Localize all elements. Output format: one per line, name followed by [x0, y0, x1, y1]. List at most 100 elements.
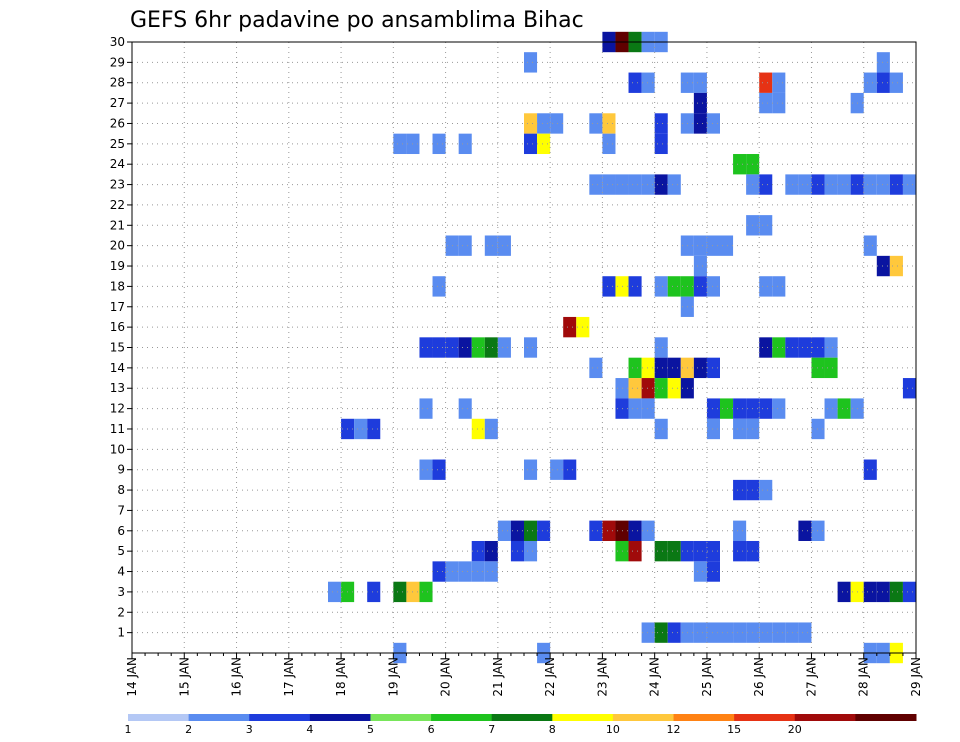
- heatmap-cell: [706, 113, 720, 134]
- heatmap-cell: [628, 72, 642, 93]
- heatmap-cell: [537, 113, 551, 134]
- heatmap-cell: [824, 337, 838, 358]
- heatmap-cell: [759, 215, 773, 236]
- heatmap-cell: [759, 398, 773, 419]
- heatmap-cell: [733, 540, 747, 562]
- y-tick-label: 11: [110, 422, 125, 436]
- x-tick-label: 16 JAN: [230, 657, 244, 697]
- y-tick-label: 13: [110, 381, 125, 395]
- heatmap-cell: [654, 418, 668, 440]
- heatmap-cell: [497, 235, 511, 256]
- heatmap-cell: [641, 357, 655, 379]
- heatmap-cell: [759, 276, 773, 297]
- legend-label: 10: [606, 723, 620, 736]
- legend-color-swatch: [249, 714, 311, 721]
- heatmap-cell: [772, 92, 786, 114]
- heatmap-cell: [824, 357, 838, 379]
- heatmap-cell: [484, 418, 498, 440]
- heatmap-cell: [706, 622, 720, 643]
- heatmap-cell: [693, 276, 707, 297]
- heatmap-cell: [889, 255, 903, 277]
- heatmap-cell: [524, 337, 538, 358]
- legend-color-swatch: [491, 714, 553, 721]
- legend-label: 20: [788, 723, 802, 736]
- heatmap-cell: [524, 540, 538, 562]
- y-tick-label: 30: [110, 35, 125, 49]
- heatmap-cell: [811, 337, 825, 358]
- legend-label: 6: [428, 723, 435, 736]
- x-tick-label: 23 JAN: [595, 657, 609, 697]
- legend-color-swatch: [855, 714, 917, 721]
- heatmap-cell: [811, 357, 825, 379]
- y-tick-label: 21: [110, 218, 125, 232]
- heatmap-cell: [706, 540, 720, 562]
- x-tick-label: 21 JAN: [491, 657, 505, 697]
- color-legend: 1 2 3 4 5 6 7 8 10 12 15 20: [125, 714, 917, 736]
- heatmap-cell: [824, 174, 838, 195]
- heatmap-cell: [641, 520, 655, 541]
- heatmap-cell: [876, 581, 890, 603]
- x-tick-label: 29 JAN: [909, 657, 923, 697]
- chart-title: GEFS 6hr padavine po ansamblima Bihac: [130, 8, 584, 33]
- heatmap-cell: [458, 398, 472, 419]
- heatmap-cell: [706, 418, 720, 440]
- y-tick-label: 6: [117, 524, 125, 538]
- heatmap-cell: [863, 235, 877, 256]
- heatmap-cell: [602, 174, 616, 195]
- heatmap-cell: [367, 418, 381, 440]
- heatmap-cell: [772, 622, 786, 643]
- heatmap-cell: [589, 357, 603, 379]
- legend-color-swatch: [128, 714, 190, 721]
- heatmap-cell: [863, 174, 877, 195]
- y-tick-label: 12: [110, 402, 125, 416]
- heatmap-cell: [524, 459, 538, 480]
- heatmap-cell: [458, 337, 472, 358]
- heatmap-cell: [419, 337, 433, 358]
- heatmap-cell: [641, 72, 655, 93]
- y-axis: 1234567891011121314151617181920212223242…: [110, 35, 132, 640]
- heatmap-cell: [563, 316, 577, 338]
- y-tick-label: 17: [110, 300, 125, 314]
- heatmap-cell: [902, 581, 916, 603]
- heatmap-cell: [720, 398, 734, 419]
- heatmap-cell: [628, 357, 642, 379]
- heatmap-cell: [876, 72, 890, 93]
- heatmap-cell: [706, 235, 720, 256]
- heatmap-cell: [876, 52, 890, 73]
- heatmap-cell: [798, 520, 812, 541]
- legend-color-swatch: [552, 714, 614, 721]
- grid-lines: [132, 41, 917, 653]
- legend-label: 8: [549, 723, 556, 736]
- heatmap-cell: [484, 337, 498, 358]
- heatmap-cell: [537, 133, 551, 155]
- heatmap-cell: [497, 520, 511, 541]
- x-tick-label: 25 JAN: [700, 657, 714, 697]
- heatmap-cell: [693, 235, 707, 256]
- x-tick-label: 22 JAN: [543, 657, 557, 697]
- heatmap-cell: [602, 520, 616, 541]
- y-tick-label: 22: [110, 198, 125, 212]
- y-tick-label: 27: [110, 96, 125, 110]
- heatmap-cell: [484, 540, 498, 562]
- heatmap-cell: [772, 337, 786, 358]
- x-tick-label: 28 JAN: [857, 657, 871, 697]
- heatmap-cell: [693, 357, 707, 379]
- y-tick-label: 3: [117, 585, 125, 599]
- heatmap-cell: [367, 581, 381, 603]
- heatmap-cell: [550, 459, 564, 480]
- heatmap-cell: [654, 276, 668, 297]
- heatmap-cell: [785, 337, 799, 358]
- heatmap-cell: [484, 561, 498, 582]
- x-tick-label: 26 JAN: [752, 657, 766, 697]
- heatmap-cell: [602, 113, 616, 134]
- heatmap-cell: [654, 622, 668, 643]
- heatmap-cell: [863, 581, 877, 603]
- legend-color-swatch: [612, 714, 675, 721]
- heatmap-cell: [811, 174, 825, 195]
- heatmap-cell: [693, 92, 707, 114]
- heatmap-cell: [524, 52, 538, 73]
- heatmap-cell: [654, 174, 668, 195]
- heatmap-cell: [706, 561, 720, 582]
- heatmap-cell: [667, 622, 681, 643]
- heatmap-cell: [902, 378, 916, 399]
